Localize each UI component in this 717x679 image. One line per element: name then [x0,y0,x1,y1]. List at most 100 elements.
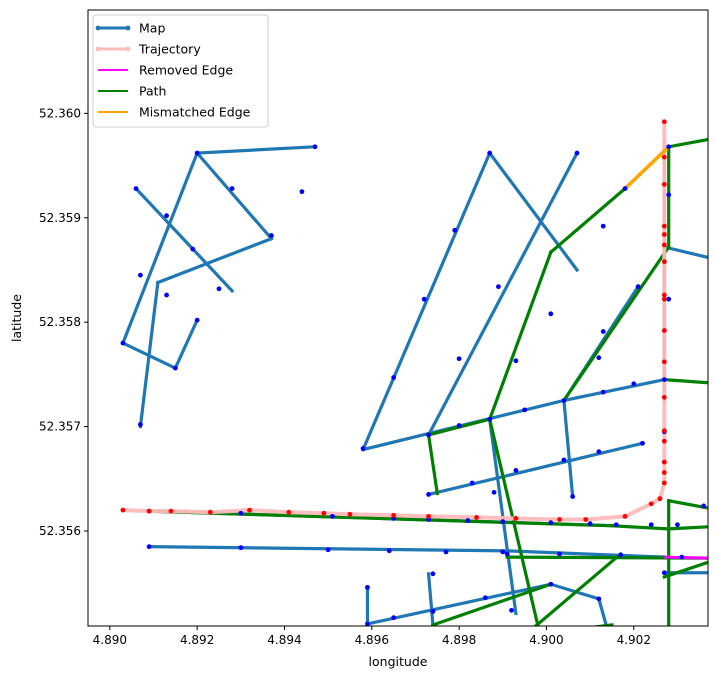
map-node-41 [666,144,672,150]
path-edge-17 [662,560,708,579]
map-node-52 [330,513,335,519]
map-node-56 [500,519,506,524]
map-node-82 [509,607,514,613]
plot-frame [87,9,709,627]
map-edge-6 [120,340,178,371]
map-node-13 [172,365,178,371]
map-node-63 [146,544,152,550]
map-edge-18 [662,245,708,260]
path-edge-18 [430,582,553,626]
legend-box [92,14,269,128]
trajectory-points-layer [120,119,667,522]
y-tick-label-4: 52.360 [39,106,81,120]
plot-area [120,119,708,626]
trajectory-layer [122,121,667,522]
map-node-12 [120,340,126,346]
map-edge-13 [426,441,645,497]
map-node-24 [456,423,462,428]
map-node-11 [194,317,200,323]
path-edge-13 [561,244,671,403]
map-node-64 [238,545,244,551]
map-node-30 [661,377,667,382]
trajectory-point-29 [661,232,667,237]
trajectory-point-9 [426,513,431,519]
y-tick-label-0: 52.356 [39,524,81,538]
map-node-59 [613,522,619,528]
legend-marker-0-a [95,25,101,31]
trajectory-point-25 [661,296,667,302]
trajectory-point-20 [661,438,667,444]
trajectory-point-11 [513,516,519,521]
map-edge-3 [133,186,235,294]
map-node-73 [661,570,667,576]
path-edge-1 [610,524,671,531]
trajectory-point-16 [657,496,663,502]
x-axis-ticks: 4.890 4.892 4.894 4.896 4.898 4.900 4.902 [93,626,651,647]
map-edge-22 [426,572,435,626]
map-edge-5 [155,236,274,285]
trajectory-point-33 [661,119,667,125]
trajectory-point-24 [661,328,667,333]
y-axis-ticks: 52.356 52.357 52.358 52.359 52.360 [39,106,88,538]
trajectory-point-7 [347,511,353,517]
map-node-48 [570,494,576,499]
trajectory-point-0 [120,507,126,513]
map-edge-20 [505,549,667,559]
path-edge-11 [533,551,623,626]
map-node-69 [504,551,510,557]
map-edge-9 [487,150,580,273]
map-node-80 [548,581,554,587]
map-node-23 [426,432,431,438]
legend-items: Map Trajectory Removed Edge Path Mismatched … [95,21,251,120]
trajectory-point-22 [661,394,667,400]
map-node-2 [164,213,169,219]
x-tick-label-1: 4.892 [180,633,214,647]
trajectory-point-3 [207,509,213,515]
path-edge-8 [487,250,553,422]
legend-label-0: Map [139,21,165,36]
map-edge-7 [173,317,200,371]
trajectory-point-17 [661,480,667,486]
map-node-25 [487,416,493,422]
mismatched-edge-layer [623,145,670,190]
path-edge-6 [426,433,440,496]
map-node-14 [137,422,143,427]
map-node-62 [701,503,707,509]
trajectory-point-5 [286,509,292,515]
map-node-77 [391,615,397,621]
trajectory-point-2 [168,508,174,514]
map-node-71 [618,552,624,558]
path-edge-2 [667,525,708,531]
x-axis-label: longitude [369,654,428,669]
map-edge-12 [426,150,580,438]
map-node-42 [426,492,431,497]
map-node-45 [561,457,567,463]
map-node-43 [469,480,475,486]
map-node-0 [194,150,200,156]
path-edge-0 [147,509,614,528]
map-node-19 [421,296,427,302]
map-edge-24 [365,582,553,626]
map-node-55 [465,518,471,523]
map-node-29 [631,381,637,387]
legend-label-1: Trajectory [138,42,201,57]
x-tick-label-5: 4.900 [529,633,563,647]
trajectory-point-31 [661,181,667,187]
trajectory-point-30 [661,223,667,229]
map-edge-14 [562,398,575,499]
map-node-1 [133,186,139,191]
map-node-39 [666,296,672,302]
y-tick-label-1: 52.357 [39,420,81,434]
map-node-17 [452,227,458,233]
map-node-57 [548,520,554,526]
path-edge-15 [666,137,708,149]
trajectory-point-15 [648,501,654,507]
map-node-18 [496,284,501,290]
map-node-20 [456,356,462,362]
trajectory-point-28 [661,242,667,248]
map-node-38 [666,192,672,198]
trajectory-point-14 [622,513,628,519]
map-node-10 [216,286,222,292]
map-node-28 [600,389,606,395]
trajectory-point-6 [321,510,327,516]
